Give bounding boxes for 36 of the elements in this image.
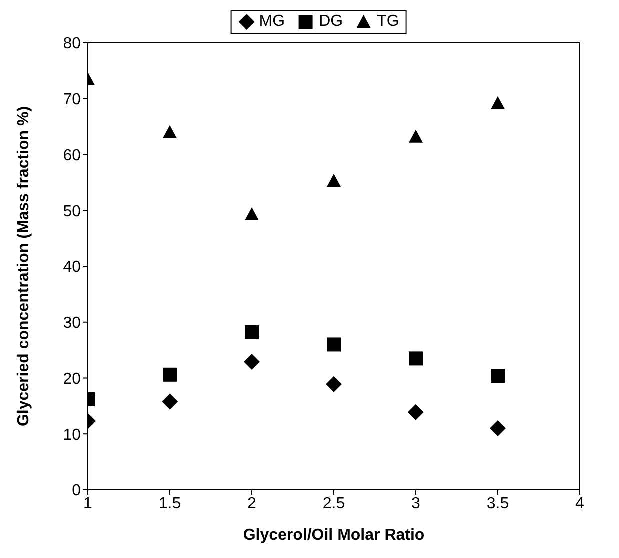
y-tick-label: 70 [63, 92, 82, 109]
x-tick-label: 2.5 [322, 495, 346, 512]
y-tick-label: 60 [63, 147, 82, 164]
y-tick-label: 80 [63, 36, 82, 53]
point [491, 369, 505, 384]
point [491, 96, 505, 110]
y-tick-label: 30 [63, 315, 82, 332]
x-tick-label: 4 [576, 495, 585, 512]
point [409, 352, 423, 366]
y-tick-label: 0 [72, 482, 82, 500]
x-axis-title: Glycerol/Oil Molar Ratio [243, 527, 425, 544]
x-tick-label: 1 [84, 495, 93, 512]
point [163, 368, 177, 382]
y-tick-label: 20 [63, 370, 82, 388]
point [163, 125, 177, 138]
point [327, 338, 341, 352]
legend-label: DG [319, 13, 344, 31]
legend-label: MG [259, 13, 286, 31]
y-tick-label: 40 [63, 259, 82, 276]
point [162, 394, 178, 410]
point [245, 325, 259, 340]
point [409, 130, 423, 143]
y-tick-label: 50 [63, 203, 82, 220]
point [408, 404, 424, 420]
x-tick-label: 1.5 [158, 495, 182, 512]
point [490, 420, 506, 437]
point [244, 354, 260, 370]
point [326, 376, 342, 392]
y-tick-label: 10 [63, 426, 82, 444]
y-axis-title: Glyceried concentration (Mass fraction %) [16, 106, 33, 427]
x-tick-label: 3 [412, 495, 421, 512]
point [327, 174, 341, 188]
x-tick-label: 2 [248, 495, 257, 512]
legend-label: TG [377, 13, 400, 31]
x-tick-label: 3.5 [486, 495, 510, 512]
point [245, 208, 259, 221]
